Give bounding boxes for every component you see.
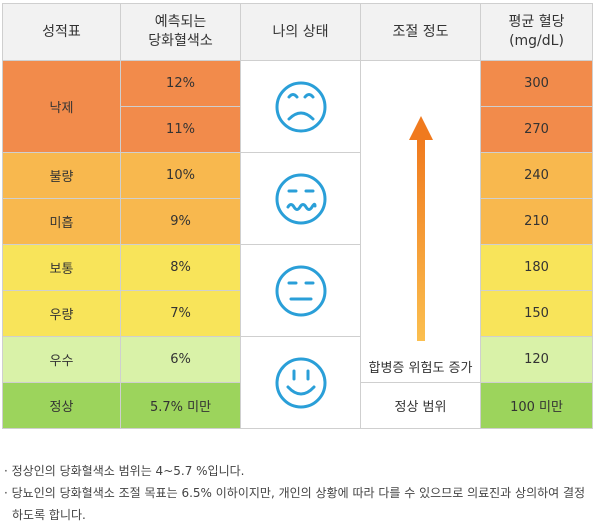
header-avg-glucose-line1: 평균 혈당 bbox=[508, 14, 565, 30]
header-avg-glucose: 평균 혈당 (mg/dL) bbox=[480, 3, 593, 61]
table-row: 보통 8% 180 bbox=[2, 244, 593, 337]
footnote-normal-range: · 정상인의 당화혈색소 범위는 4~5.7 %입니다. bbox=[4, 464, 245, 478]
table-row: 낙제 12% bbox=[2, 60, 593, 383]
grade-cell: 우량 bbox=[2, 290, 121, 337]
header-avg-glucose-line2: (mg/dL) bbox=[509, 33, 564, 49]
glucose-cell: 210 bbox=[480, 198, 593, 245]
glucose-cell: 120 bbox=[480, 336, 593, 383]
grade-cell: 불량 bbox=[2, 152, 121, 199]
header-row: 성적표 예측되는 당화혈색소 나의 상태 조절 정도 평균 혈당 (mg/dL) bbox=[2, 3, 593, 61]
grade-cell: 낙제 bbox=[2, 60, 121, 153]
a1c-cell: 10% bbox=[120, 152, 241, 199]
grade-cell: 보통 bbox=[2, 244, 121, 291]
a1c-cell: 9% bbox=[120, 198, 241, 245]
a1c-cell: 7% bbox=[120, 290, 241, 337]
smile-face-icon bbox=[275, 357, 326, 408]
header-predicted-a1c: 예측되는 당화혈색소 bbox=[120, 3, 241, 61]
header-control: 조절 정도 bbox=[360, 3, 481, 61]
status-cell bbox=[240, 336, 361, 429]
table-row: 정상 5.7% 미만 정상 범위 100 미만 bbox=[2, 382, 593, 429]
header-predicted-a1c-line2: 당화혈색소 bbox=[148, 33, 213, 49]
header-predicted-a1c-line1: 예측되는 bbox=[154, 14, 207, 30]
up-arrow-icon bbox=[408, 116, 433, 341]
status-cell bbox=[240, 152, 361, 245]
glucose-cell: 300 bbox=[480, 60, 593, 107]
a1c-cell: 6% bbox=[120, 336, 241, 383]
wavy-mouth-face-icon bbox=[275, 173, 326, 224]
sad-face-icon bbox=[275, 81, 326, 132]
header-grade: 성적표 bbox=[2, 3, 121, 61]
table-row: 11% 270 bbox=[3, 106, 593, 153]
footnote-control-target: · 당뇨인의 당화혈색소 조절 목표는 6.5% 이하이지만, 개인의 상황에 … bbox=[4, 486, 586, 522]
neutral-face-icon bbox=[275, 265, 326, 316]
glucose-cell: 270 bbox=[480, 106, 593, 153]
arrow-wrap: 합병증 위험도 증가 bbox=[361, 106, 480, 382]
a1c-cell: 12% bbox=[120, 60, 241, 107]
header-status: 나의 상태 bbox=[240, 3, 361, 61]
grade-cell: 정상 bbox=[2, 382, 121, 429]
a1c-grade-table: 성적표 예측되는 당화혈색소 나의 상태 조절 정도 평균 혈당 (mg/dL)… bbox=[2, 3, 593, 429]
table-row: 우량 7% 150 bbox=[2, 290, 593, 337]
grade-cell: 미흡 bbox=[2, 198, 121, 245]
glucose-cell: 100 미만 bbox=[480, 382, 593, 429]
a1c-cell: 11% bbox=[120, 106, 241, 153]
footnotes: · 정상인의 당화혈색소 범위는 4~5.7 %입니다. · 당뇨인의 당화혈색… bbox=[4, 460, 596, 526]
table-row: 우수 6% 120 bbox=[2, 336, 593, 429]
table-row: 미흡 9% 210 bbox=[2, 198, 593, 245]
normal-range-cell: 정상 범위 bbox=[360, 382, 481, 429]
status-cell bbox=[240, 60, 361, 153]
a1c-cell: 8% bbox=[120, 244, 241, 291]
glucose-cell: 240 bbox=[480, 152, 593, 199]
risk-increase-label: 합병증 위험도 증가 bbox=[368, 361, 473, 376]
status-cell bbox=[240, 244, 361, 337]
a1c-cell: 5.7% 미만 bbox=[120, 382, 241, 429]
glucose-cell: 180 bbox=[480, 244, 593, 291]
control-arrow-cell: 합병증 위험도 증가 bbox=[360, 60, 481, 383]
grade-cell: 우수 bbox=[2, 336, 121, 383]
table-row: 불량 10% 240 bbox=[2, 152, 593, 245]
glucose-cell: 150 bbox=[480, 290, 593, 337]
